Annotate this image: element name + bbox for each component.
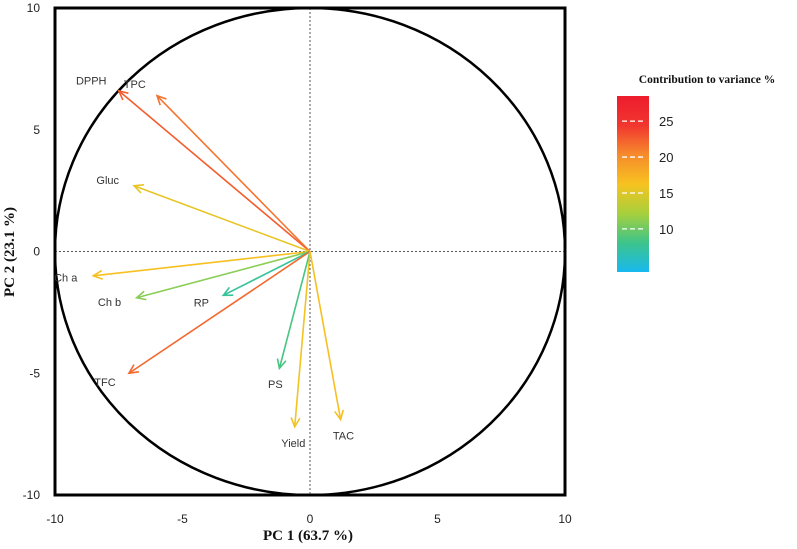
vector-line <box>156 95 311 253</box>
variable-label: TFC <box>94 377 115 389</box>
vector-line <box>278 251 311 369</box>
variable-vector: Yield <box>281 251 311 450</box>
variable-label: RP <box>194 298 209 310</box>
variable-vector: TPC <box>124 79 311 253</box>
vector-arrowhead <box>134 290 147 301</box>
variable-label: Ch a <box>54 273 78 285</box>
variable-vector: RP <box>194 250 311 310</box>
vector-line <box>293 251 311 427</box>
vector-arrowhead <box>155 94 167 106</box>
vector-arrowhead <box>290 417 301 429</box>
vector-arrowhead <box>221 286 234 297</box>
y-axis-title: PC 2 (23.1 %) <box>2 207 18 297</box>
vector-line <box>222 250 311 297</box>
variable-label: DPPH <box>76 75 107 87</box>
y-tick-label: 0 <box>33 245 40 259</box>
variable-vector: DPPH <box>76 75 311 253</box>
colorbar-title: Contribution to variance % <box>639 74 775 86</box>
vector-line <box>136 250 311 299</box>
vector-line <box>128 250 311 374</box>
variable-vector: Ch a <box>54 250 311 285</box>
variable-vector: Ch b <box>98 250 311 309</box>
variable-vector: TAC <box>309 251 354 442</box>
correlation-circle <box>53 6 567 497</box>
vector-arrowhead <box>276 358 287 371</box>
x-axis-title: PC 1 (63.7 %) <box>263 528 353 544</box>
colorbar-tick-label: 15 <box>659 186 673 201</box>
x-tick-label: -5 <box>177 512 188 526</box>
variable-label: PS <box>268 379 283 391</box>
variable-label: TAC <box>333 430 354 442</box>
vector-line <box>118 90 311 253</box>
vector-line <box>309 251 342 420</box>
colorbar-tick-label: 20 <box>659 150 673 165</box>
variable-label: Gluc <box>96 175 119 187</box>
variable-vector: PS <box>268 251 311 391</box>
x-tick-label: 0 <box>307 512 314 526</box>
y-tick-label: -10 <box>23 488 41 502</box>
vector-arrowhead <box>91 269 103 280</box>
variable-label: TPC <box>124 79 146 91</box>
colorbar <box>617 96 649 272</box>
colorbar-ticks: 10 15 20 25 <box>622 114 673 237</box>
tick-labels: -10 -5 0 5 10 -10 -5 0 5 10 <box>23 1 572 526</box>
variable-vectors: DPPH TPC Gluc Ch a Ch b RP TFC PS Yield TAC <box>54 75 354 449</box>
y-tick-label: 5 <box>33 123 40 137</box>
variable-label: Ch b <box>98 297 121 309</box>
vector-line <box>133 185 311 253</box>
colorbar-tick-label: 10 <box>659 222 673 237</box>
y-tick-label: -5 <box>29 366 40 380</box>
vector-arrowhead <box>117 89 129 101</box>
x-tick-label: 5 <box>434 512 441 526</box>
variable-vector: Gluc <box>96 175 311 253</box>
x-tick-label: -10 <box>46 512 64 526</box>
vector-arrowhead <box>127 364 139 375</box>
vector-arrowhead <box>132 184 145 194</box>
vector-line <box>93 250 311 277</box>
variable-vector: TFC <box>94 250 311 389</box>
x-tick-label: 10 <box>558 512 572 526</box>
vector-arrowhead <box>334 409 345 422</box>
variable-label: Yield <box>281 438 305 450</box>
colorbar-legend: Contribution to variance % 10 15 20 25 <box>617 74 775 272</box>
y-tick-label: 10 <box>27 1 41 15</box>
colorbar-tick-label: 25 <box>659 114 673 129</box>
